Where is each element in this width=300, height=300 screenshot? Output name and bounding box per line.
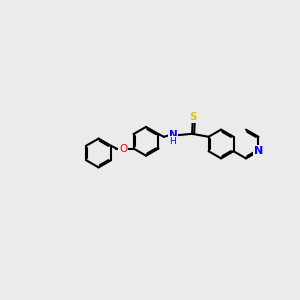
Text: H: H — [169, 137, 176, 146]
Text: S: S — [189, 112, 196, 122]
Text: O: O — [119, 143, 127, 154]
Text: N: N — [254, 146, 263, 156]
Text: N: N — [169, 130, 177, 140]
